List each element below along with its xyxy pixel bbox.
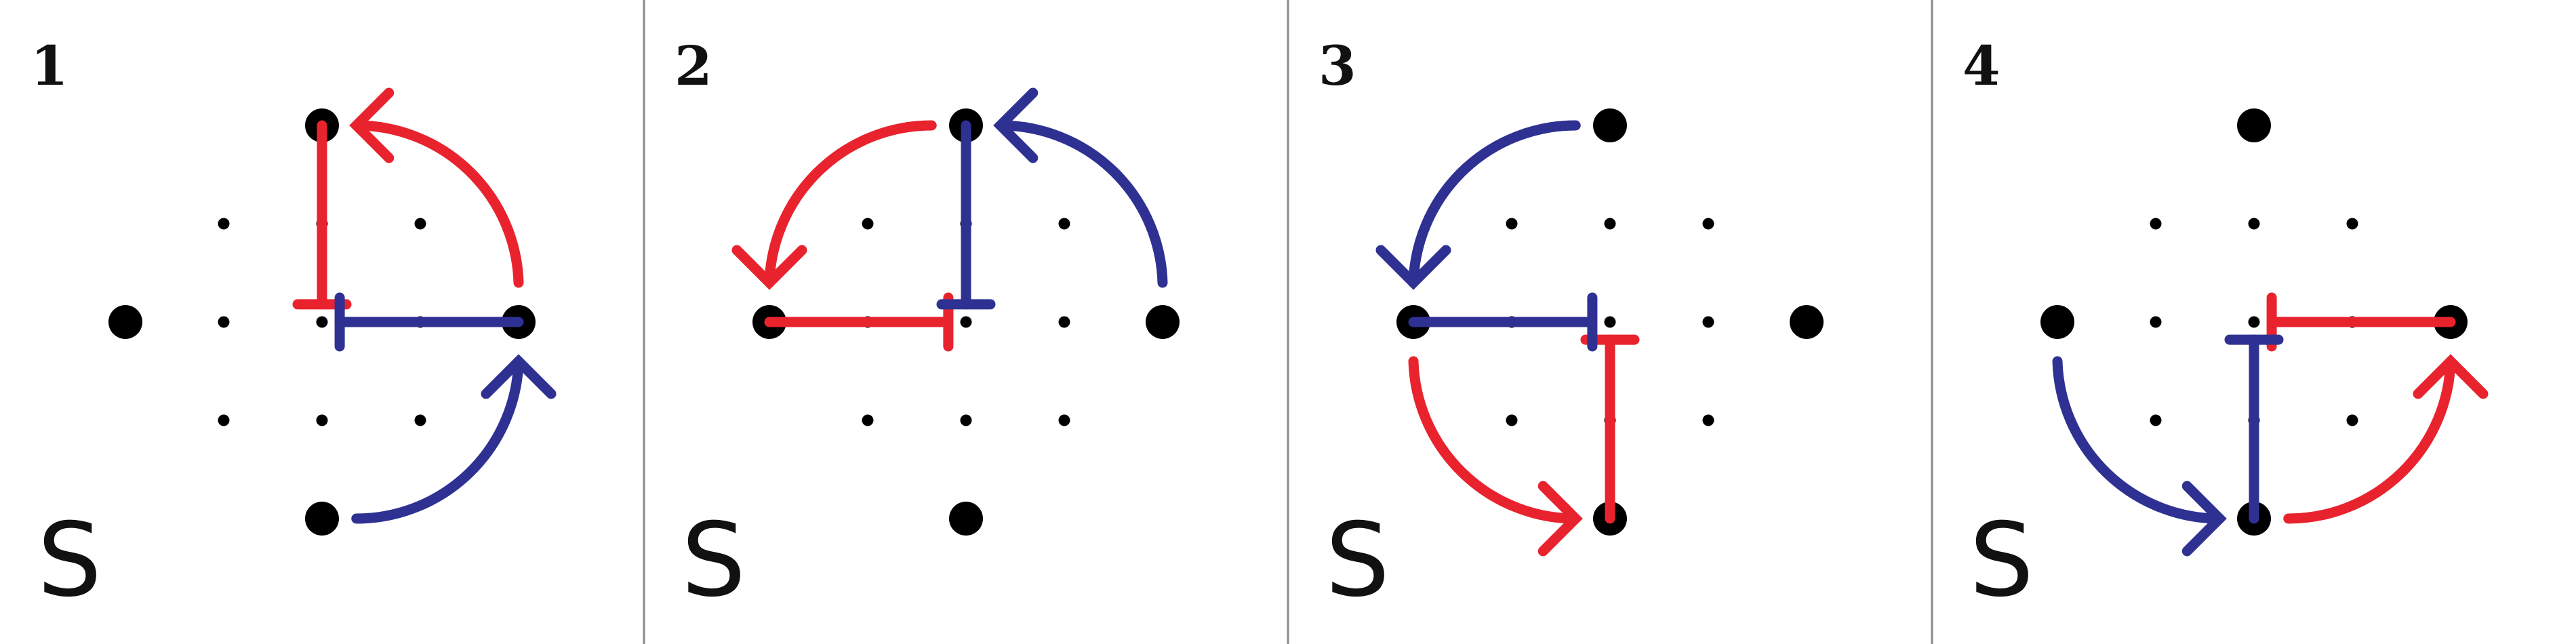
panel-3-number: 3: [1319, 34, 1356, 98]
lattice-dot: [316, 316, 328, 328]
lattice-dot: [218, 316, 230, 328]
lattice-dot: [1506, 414, 1518, 426]
lattice-dot: [1058, 316, 1070, 328]
lattice-dot: [1058, 414, 1070, 426]
lattice-dot: [414, 218, 426, 230]
site-dot: [949, 502, 983, 536]
lattice-dot: [1506, 218, 1518, 230]
lattice-dot: [960, 316, 972, 328]
site-dot: [1593, 108, 1627, 142]
blue-arrow-arc: [2052, 356, 2225, 524]
site-dot: [108, 305, 142, 339]
site-dot: [1146, 305, 1180, 339]
red-arrow-head: [2413, 354, 2489, 399]
red-arrow-head: [731, 245, 807, 290]
lattice-dot: [1702, 218, 1714, 230]
lattice-dot: [1604, 316, 1616, 328]
panel-2-s-label: S: [681, 502, 746, 620]
lattice-dot: [2346, 218, 2358, 230]
lattice-dot: [218, 414, 230, 426]
lattice-dot: [2150, 316, 2162, 328]
lattice-dot: [2150, 218, 2162, 230]
panel-3-s-label: S: [1325, 502, 1390, 620]
lattice-dot: [960, 414, 972, 426]
panel-2-number: 2: [675, 34, 712, 98]
blue-arrow-head: [1375, 245, 1451, 290]
lattice-dot: [862, 218, 874, 230]
panel-1-number: 1: [31, 34, 68, 98]
lattice-dot: [2346, 414, 2358, 426]
blue-arrow-head: [993, 87, 1039, 163]
lattice-dot: [1058, 218, 1070, 230]
panel-2: [643, 0, 1180, 644]
panel-1: [108, 87, 557, 536]
lattice-dot: [2248, 218, 2260, 230]
lattice-dot: [2150, 414, 2162, 426]
lattice-dot: [1702, 316, 1714, 328]
blue-arrow-arc: [1408, 120, 1581, 288]
lattice-dot: [862, 414, 874, 426]
panel-4: [1931, 0, 2489, 644]
lattice-dot: [2248, 316, 2260, 328]
site-dot: [305, 502, 339, 536]
site-dot: [2040, 305, 2074, 339]
red-arrow-head: [1537, 481, 1583, 557]
blue-arrow-arc: [995, 120, 1168, 288]
lattice-dot: [1604, 218, 1616, 230]
lattice-dot: [316, 414, 328, 426]
red-arrow-arc: [2283, 356, 2456, 524]
blue-arrow-head: [2181, 481, 2227, 557]
red-arrow-arc: [1408, 356, 1581, 524]
red-arrow-head: [349, 87, 395, 163]
lattice-dot: [1702, 414, 1714, 426]
panel-3: [1287, 0, 1824, 644]
red-arrow-arc: [764, 120, 937, 288]
red-arrow-arc: [351, 120, 524, 288]
panels-layer: [108, 0, 2489, 644]
lattice-dot: [414, 414, 426, 426]
site-dot: [2237, 108, 2271, 142]
panel-4-s-label: S: [1969, 502, 2034, 620]
panel-1-s-label: S: [37, 502, 102, 620]
panel-4-number: 4: [1963, 34, 2000, 98]
site-dot: [1790, 305, 1824, 339]
lattice-dot: [218, 218, 230, 230]
blue-arrow-arc: [351, 356, 524, 524]
blue-arrow-head: [481, 354, 557, 399]
